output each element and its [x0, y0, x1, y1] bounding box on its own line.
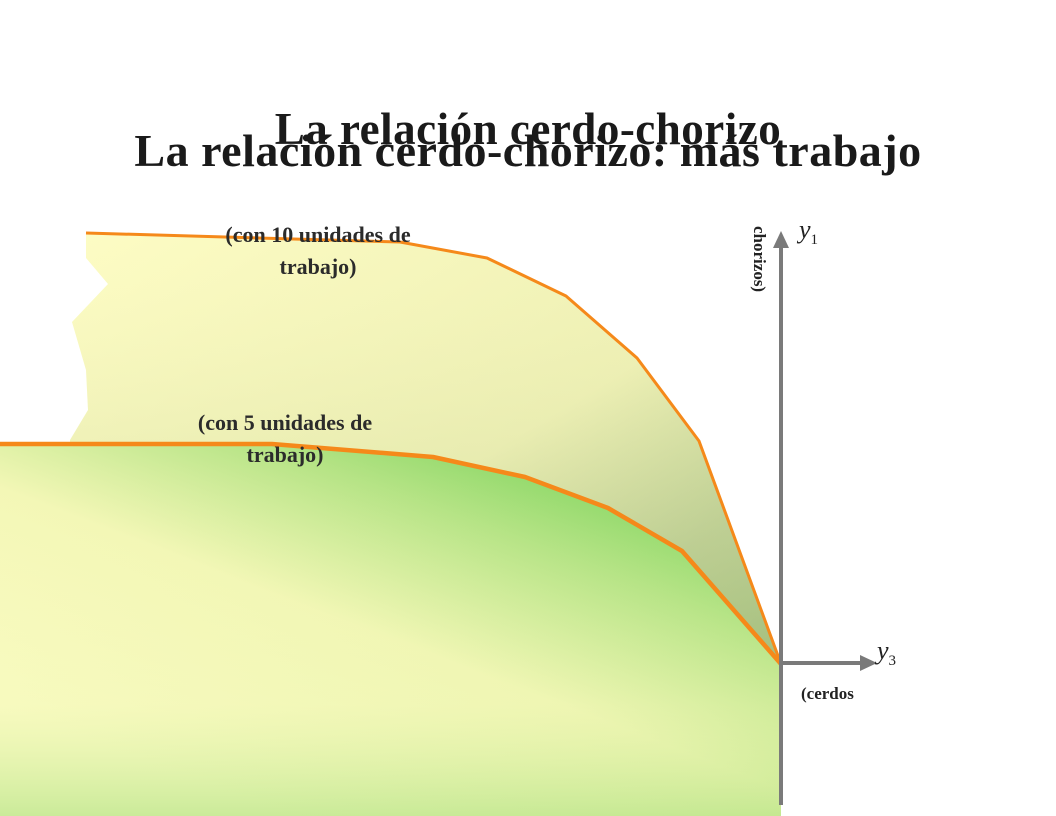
- title-back: La relación cerdo-chorizo: [274, 104, 782, 154]
- y-axis-arrow: [773, 231, 789, 248]
- curve-label-5-units: (con 5 unidades de trabajo): [197, 410, 373, 467]
- page-title: La relación cerdo-chorizo: más trabajo: [134, 125, 922, 176]
- curve-label-10-units: (con 10 unidades de trabajo): [225, 222, 411, 279]
- x-axis-label: (cerdos: [801, 684, 854, 703]
- var-y3: y3: [877, 636, 896, 670]
- var-y1-sub: 1: [810, 232, 819, 249]
- x-axis-arrow: [860, 655, 877, 671]
- frontier-curve-5: [0, 441, 783, 666]
- frontier-curve-10: [85, 231, 783, 665]
- y-axis-label: chorizos): [750, 226, 769, 293]
- frontier-area-5-corner: [0, 444, 781, 816]
- var-y1-letter: y: [799, 215, 811, 244]
- var-y3-letter: y: [877, 636, 889, 665]
- var-y1: y1: [799, 215, 818, 249]
- var-y3-sub: 3: [888, 653, 897, 670]
